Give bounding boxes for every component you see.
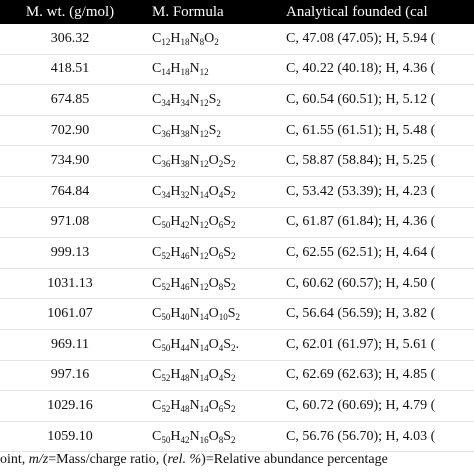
- table-cell: C, 62.01 (61.97); H, 5.61 (: [278, 329, 474, 361]
- formula-cell: C14H18N12: [140, 54, 278, 86]
- table-cell: 1061.07: [0, 298, 140, 330]
- formula-cell: C50H42N12O6S2: [140, 207, 278, 239]
- formula-cell: C50H44N14O4S2.: [140, 329, 278, 361]
- table-cell: 674.85: [0, 84, 140, 116]
- table-row: 997.16 C52H48N14O4S2 C, 62.69 (62.63); H, …: [0, 360, 474, 392]
- table-cell: C, 60.62 (60.57); H, 4.50 (: [278, 268, 474, 300]
- footnote-part: =Mass/charge ratio, (: [48, 452, 168, 467]
- table-cell: C, 62.69 (62.63); H, 4.85 (: [278, 360, 474, 392]
- header-cell: M. Formula: [140, 0, 278, 24]
- table-row: 969.11 C50H44N14O4S2. C, 62.01 (61.97); H,…: [0, 329, 474, 361]
- table-row: 418.51 C14H18N12 C, 40.22 (40.18); H, 4.36…: [0, 54, 474, 86]
- table-cell: C, 58.87 (58.84); H, 5.25 (: [278, 145, 474, 177]
- footnote-part: )=Relative abundance percentage: [201, 452, 388, 467]
- table-body: 306.32 C12H18N8O2 C, 47.08 (47.05); H, 5.9…: [0, 24, 474, 453]
- footnote-part: m/z: [28, 452, 49, 467]
- data-table: M. wt. (g/mol) M. Formula Analytical found…: [0, 0, 474, 453]
- formula-cell: C52H48N14O6S2: [140, 390, 278, 422]
- footnote: oint, m/z=Mass/charge ratio, (rel. %)=Re…: [0, 452, 474, 468]
- formula-cell: C52H46N12O6S2: [140, 237, 278, 269]
- table-row: 1061.07 C50H40N14O10S2 C, 56.64 (56.59); H…: [0, 298, 474, 330]
- formula-cell: C36H38N12O2S2: [140, 145, 278, 177]
- table-cell: C, 40.22 (40.18); H, 4.36 (: [278, 54, 474, 86]
- table-cell: C, 56.64 (56.59); H, 3.82 (: [278, 298, 474, 330]
- formula-cell: C34H32N14O4S2: [140, 176, 278, 208]
- table-cell: 764.84: [0, 176, 140, 208]
- table-row: 971.08 C50H42N12O6S2 C, 61.87 (61.84); H, …: [0, 207, 474, 239]
- footnote-part: oint,: [0, 452, 29, 467]
- table-cell: 971.08: [0, 207, 140, 239]
- table-cell: C, 60.54 (60.51); H, 5.12 (: [278, 84, 474, 116]
- table-cell: C, 56.76 (56.70); H, 4.03 (: [278, 421, 474, 453]
- table-row: 1031.13 C52H46N12O8S2 C, 60.62 (60.57); H,…: [0, 268, 474, 300]
- header-cell: Analytical founded (cal: [278, 0, 474, 24]
- table-cell: 734.90: [0, 145, 140, 177]
- formula-cell: C52H46N12O8S2: [140, 268, 278, 300]
- table-cell: 1059.10: [0, 421, 140, 453]
- formula-cell: C34H34N12S2: [140, 84, 278, 116]
- table-row: 734.90 C36H38N12O2S2 C, 58.87 (58.84); H, …: [0, 145, 474, 177]
- table-cell: 999.13: [0, 237, 140, 269]
- table-row: 1059.10 C50H42N16O8S2 C, 56.76 (56.70); H,…: [0, 421, 474, 453]
- formula-cell: C50H42N16O8S2: [140, 421, 278, 453]
- table-cell: C, 61.87 (61.84); H, 4.36 (: [278, 207, 474, 239]
- formula-cell: C50H40N14O10S2: [140, 298, 278, 330]
- table-cell: 997.16: [0, 360, 140, 392]
- table-cell: C, 60.72 (60.69); H, 4.79 (: [278, 390, 474, 422]
- table-cell: C, 62.55 (62.51); H, 4.64 (: [278, 237, 474, 269]
- table-cell: 969.11: [0, 329, 140, 361]
- formula-cell: C52H48N14O4S2: [140, 360, 278, 392]
- table-cell: C, 47.08 (47.05); H, 5.94 (: [278, 24, 474, 55]
- table-cell: 418.51: [0, 54, 140, 86]
- table-row: 702.90 C36H38N12S2 C, 61.55 (61.51); H, 5.…: [0, 115, 474, 147]
- table-cell: 1031.13: [0, 268, 140, 300]
- table-row: 306.32 C12H18N8O2 C, 47.08 (47.05); H, 5.9…: [0, 24, 474, 55]
- formula-cell: C12H18N8O2: [140, 24, 278, 55]
- formula-cell: C36H38N12S2: [140, 115, 278, 147]
- table-row: 1029.16 C52H48N14O6S2 C, 60.72 (60.69); H,…: [0, 390, 474, 422]
- header-cell: M. wt. (g/mol): [0, 0, 140, 24]
- header-row: M. wt. (g/mol) M. Formula Analytical found…: [0, 0, 474, 24]
- table-row: 764.84 C34H32N14O4S2 C, 53.42 (53.39); H, …: [0, 176, 474, 208]
- table-cell: C, 61.55 (61.51); H, 5.48 (: [278, 115, 474, 147]
- table-cell: 702.90: [0, 115, 140, 147]
- table-row: 999.13 C52H46N12O6S2 C, 62.55 (62.51); H, …: [0, 237, 474, 269]
- table-cell: C, 53.42 (53.39); H, 4.23 (: [278, 176, 474, 208]
- table-row: 674.85 C34H34N12S2 C, 60.54 (60.51); H, 5.…: [0, 84, 474, 116]
- table-cell: 1029.16: [0, 390, 140, 422]
- table-cell: 306.32: [0, 24, 140, 55]
- footnote-part: rel. %: [167, 452, 202, 467]
